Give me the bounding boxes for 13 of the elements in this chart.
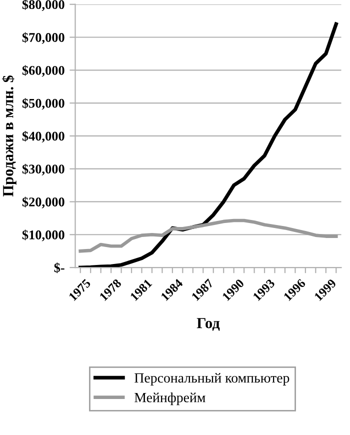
y-tick-label: $50,000	[22, 98, 64, 110]
line-series	[78, 218, 338, 253]
y-tick-label: $60,000	[22, 65, 64, 77]
y-tick-label: $30,000	[22, 164, 64, 176]
y-tick-label: $40,000	[22, 130, 64, 143]
y-axis-title: Продажи в млн. $	[2, 75, 16, 197]
y-tick-label: $20,000	[22, 196, 64, 208]
legend-label: Мейнфрейм	[134, 392, 206, 406]
y-tick-label: $70,000	[22, 32, 64, 44]
y-tick-label: $-	[54, 262, 64, 274]
x-axis-title: Год	[196, 318, 220, 331]
y-tick-label: $10,000	[22, 230, 64, 242]
legend-label: Персональный компьютер	[134, 373, 290, 386]
